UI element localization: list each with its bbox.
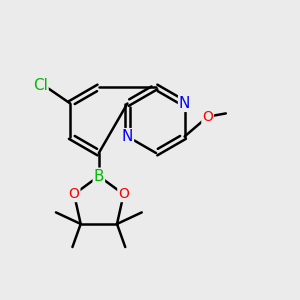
Text: O: O xyxy=(69,187,80,201)
Text: O: O xyxy=(118,187,129,201)
Text: O: O xyxy=(202,110,213,124)
Text: N: N xyxy=(122,129,133,144)
Text: Cl: Cl xyxy=(33,78,48,93)
Text: B: B xyxy=(94,169,104,184)
Text: N: N xyxy=(179,96,190,111)
